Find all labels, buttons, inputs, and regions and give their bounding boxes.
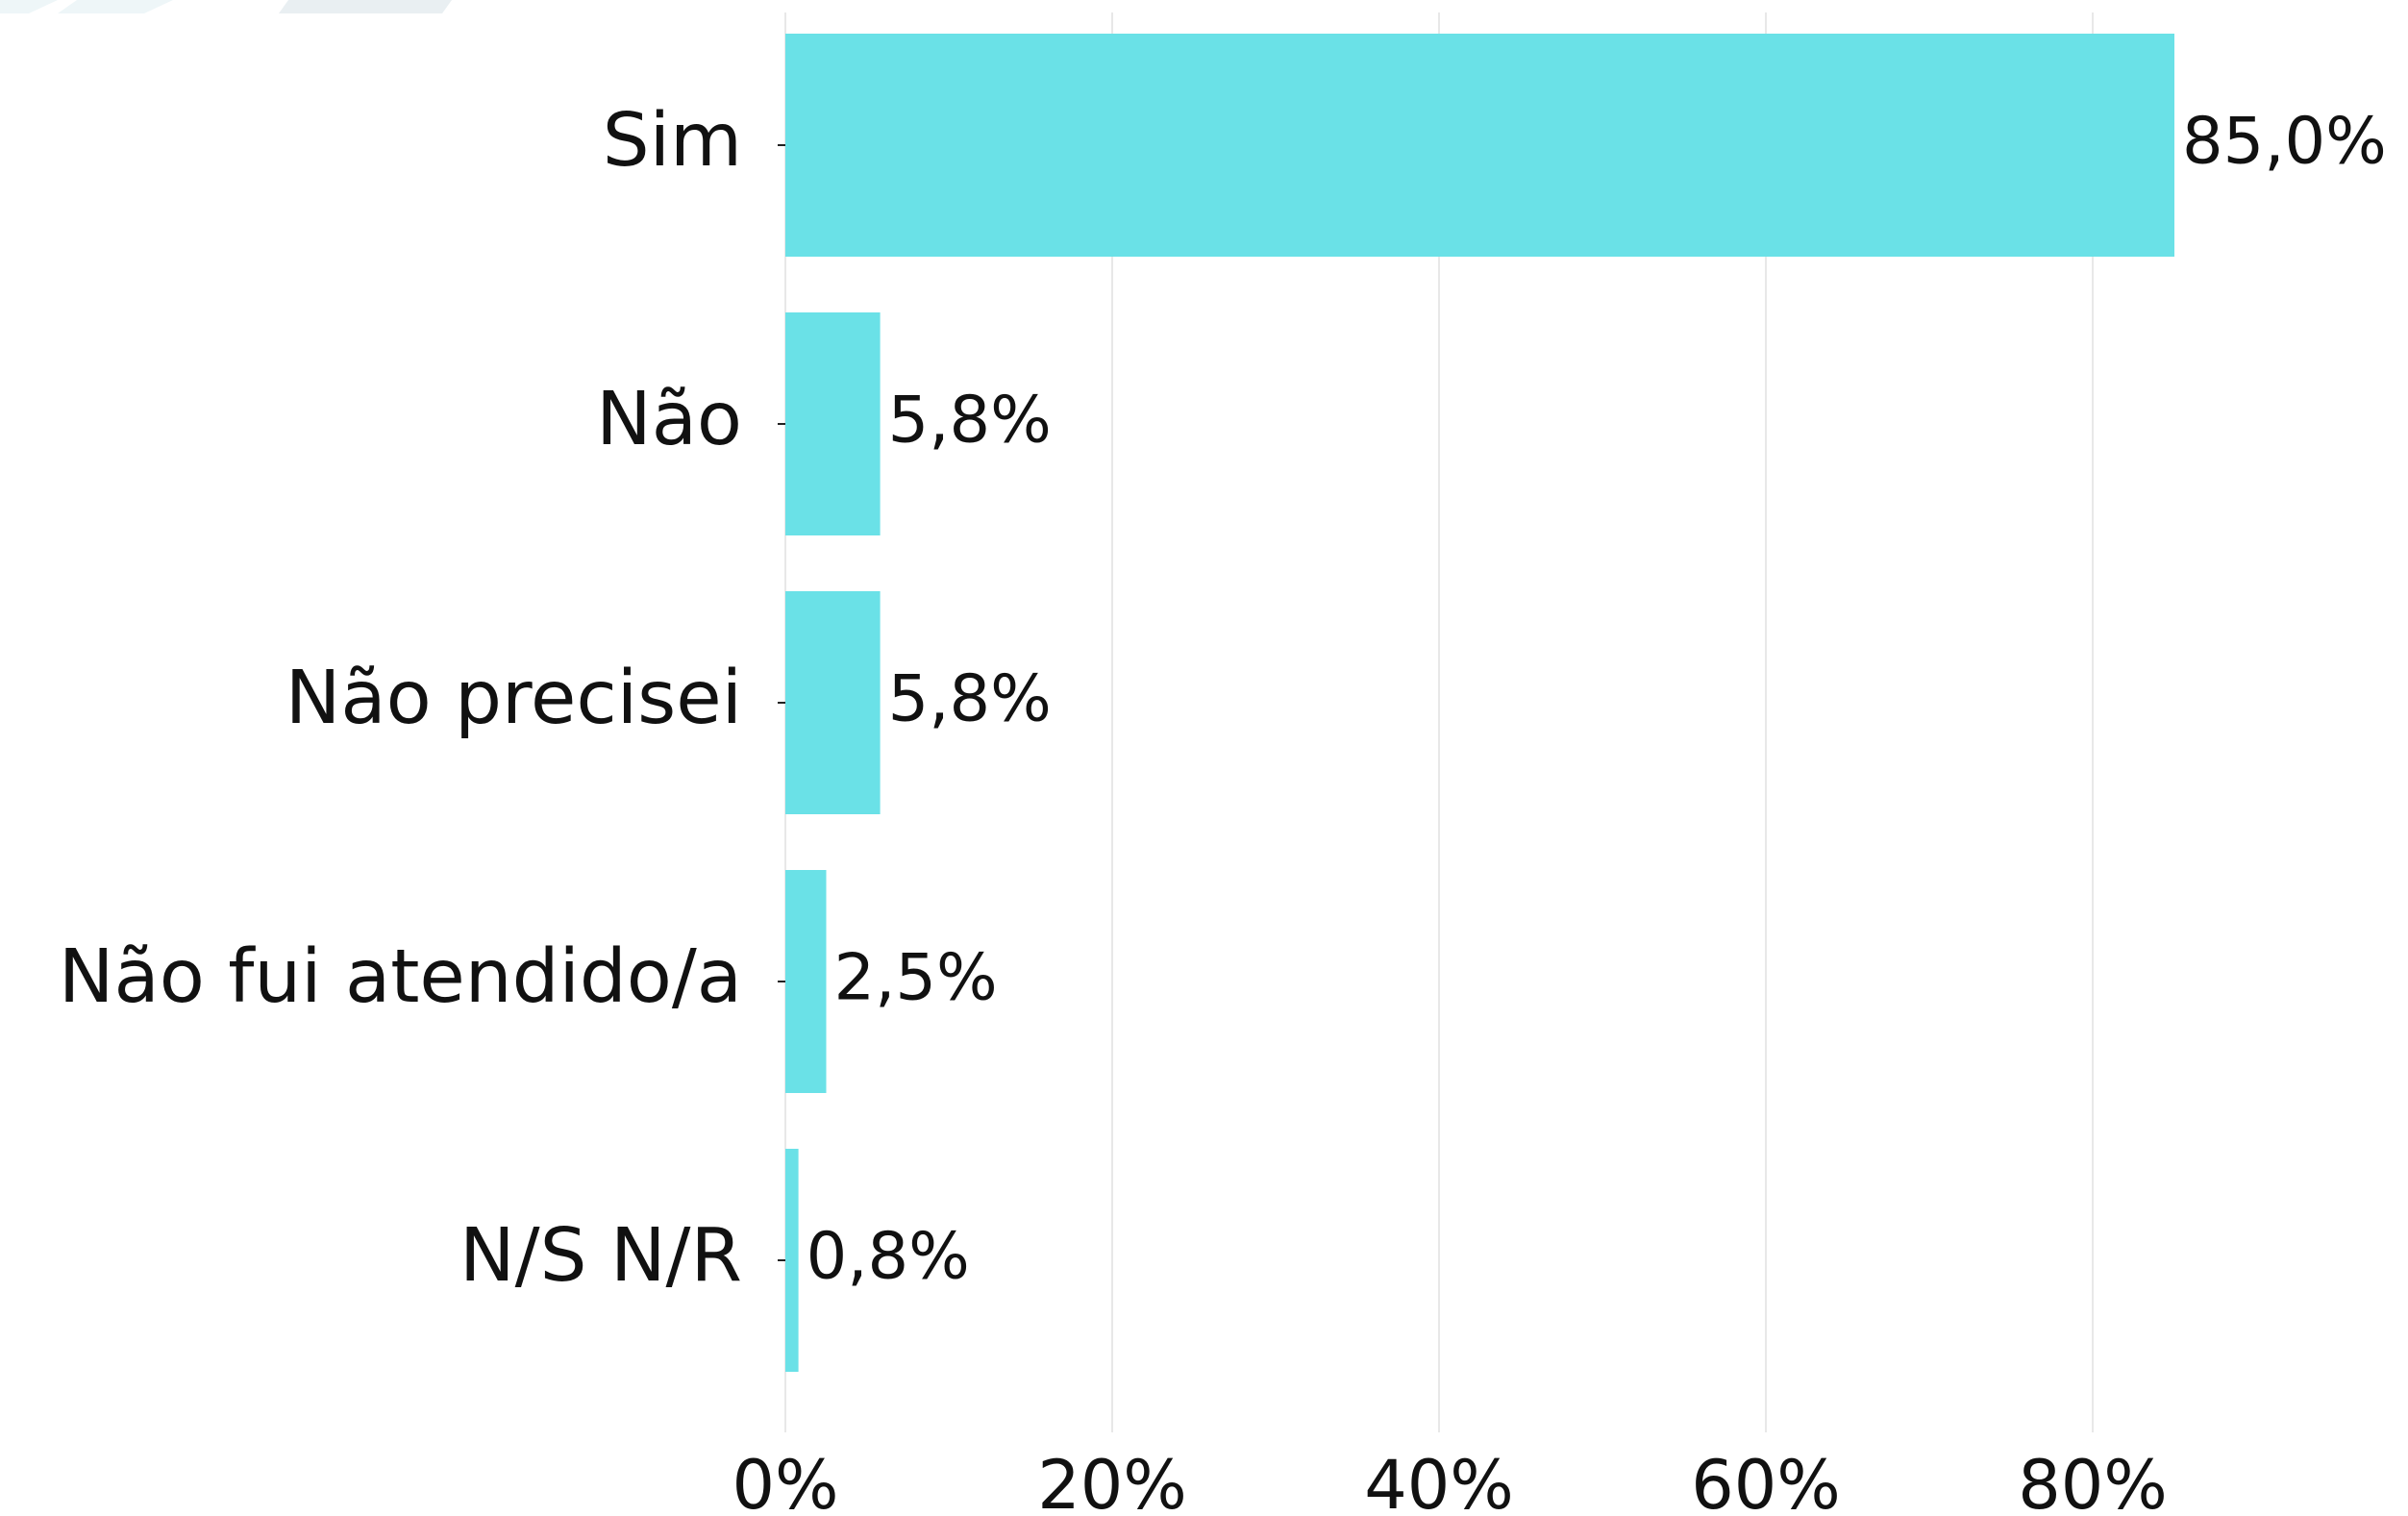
value-label: 85,0% (2182, 104, 2387, 179)
x-tick-label: 40% (1364, 1446, 1514, 1516)
y-tick-label: Sim (603, 98, 742, 184)
decoration (58, 0, 173, 13)
y-tick-label: Não precisei (285, 656, 742, 741)
y-tick-label: Não fui atendido/a (59, 934, 742, 1020)
x-tick-label: 20% (1037, 1446, 1187, 1516)
value-label: 2,5% (834, 940, 998, 1015)
bar (785, 870, 827, 1093)
x-tick-label: 0% (732, 1446, 838, 1516)
value-label: 0,8% (807, 1219, 970, 1294)
bar (785, 34, 2174, 257)
x-tick-label: 60% (1691, 1446, 1841, 1516)
x-tick-label: 80% (2018, 1446, 2168, 1516)
y-tick-label: N/S N/R (459, 1213, 742, 1299)
bar (785, 1149, 799, 1372)
value-label: 5,8% (888, 661, 1052, 736)
value-label: 5,8% (888, 383, 1052, 458)
y-tick-label: Não (596, 377, 742, 462)
bar (785, 312, 881, 535)
decoration (0, 0, 58, 13)
decoration (279, 0, 452, 13)
bar (785, 591, 881, 814)
